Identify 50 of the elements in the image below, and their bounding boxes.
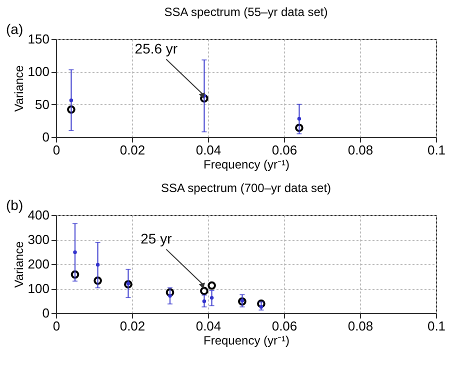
point <box>295 124 304 132</box>
x-tick-label: 0.02 <box>120 318 146 334</box>
x-tick-label: 0.1 <box>427 142 446 158</box>
y-tick-label: 100 <box>28 64 50 80</box>
x-tick-label: 0.1 <box>427 318 446 334</box>
y-tick-label: 200 <box>28 256 50 272</box>
point <box>96 262 100 267</box>
point <box>297 116 302 121</box>
x-tick-label: 0.08 <box>348 318 374 334</box>
y-tick-label: 50 <box>35 96 50 112</box>
x-tick-label: 0.04 <box>196 318 222 334</box>
x-tick-label: 0.06 <box>272 318 298 334</box>
y-axis-title: Variance <box>12 240 26 288</box>
x-tick-label: 0 <box>52 318 60 334</box>
x-axis-title: Frequency (yr⁻¹) <box>203 158 290 172</box>
annotation: 25.6 yr <box>134 40 178 56</box>
text: (a) <box>6 21 24 37</box>
point <box>168 294 172 298</box>
point <box>259 305 264 309</box>
y-tick-label: 150 <box>28 32 50 46</box>
x-tick-label: 0.04 <box>196 142 222 158</box>
annotation: 25 yr <box>140 230 172 246</box>
point <box>124 280 132 288</box>
point <box>210 296 214 300</box>
x-tick-label: 0.08 <box>348 142 374 158</box>
point <box>73 250 77 254</box>
x-tick-label: 0 <box>52 142 60 158</box>
y-tick-label: 300 <box>28 232 50 247</box>
y-tick-label: 0 <box>42 130 50 144</box>
text: (b) <box>6 197 24 213</box>
point <box>69 98 74 102</box>
x-axis-title: Frequency (yr⁻¹) <box>203 334 290 348</box>
y-axis-title: Variance <box>12 64 26 112</box>
point <box>166 288 174 297</box>
point <box>257 300 266 308</box>
point <box>94 276 102 285</box>
y-tick-label: 100 <box>28 281 50 296</box>
point <box>70 270 80 279</box>
point <box>202 299 206 304</box>
point <box>200 286 208 296</box>
chart-title: SSA spectrum (55–yr data set) <box>164 5 328 19</box>
point <box>238 297 246 306</box>
point <box>67 105 76 114</box>
x-tick-label: 0.06 <box>272 142 298 158</box>
y-tick-label: 400 <box>28 208 50 222</box>
y-tick-label: 0 <box>42 306 50 320</box>
chart-title: SSA spectrum (700–yr data set) <box>160 181 332 195</box>
point <box>208 281 216 290</box>
point <box>200 94 208 103</box>
x-tick-label: 0.02 <box>120 142 146 158</box>
